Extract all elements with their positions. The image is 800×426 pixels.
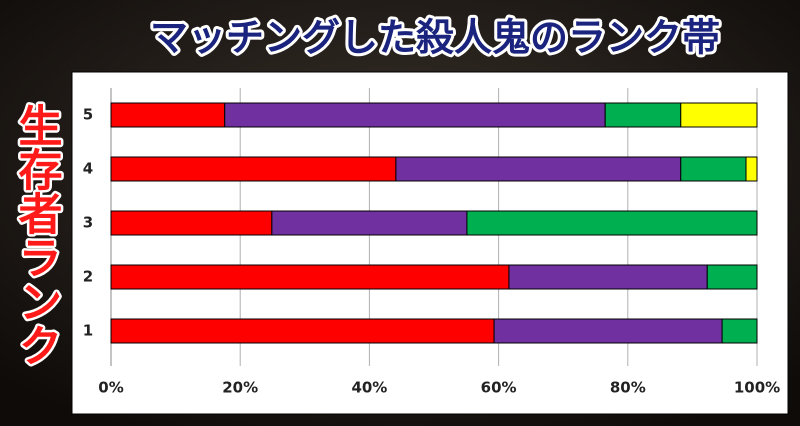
bar-segment [706,264,758,290]
bar-segment [224,102,606,128]
x-tick-label: 40% [351,379,387,397]
x-tick-label: 80% [610,379,646,397]
bar-segment [110,318,495,344]
y-tick-label: 4 [83,160,93,178]
y-tick-label: 5 [83,106,93,124]
bar-segment [493,318,723,344]
x-tick-label: 20% [222,379,258,397]
bar-segment [745,156,758,182]
bar-segment [110,102,226,128]
bar-segment [604,102,682,128]
bar-segment [508,264,708,290]
bar-segment [721,318,758,344]
bar-segment [110,210,273,236]
bar-segment [271,210,468,236]
x-tick-label: 60% [481,379,517,397]
bar-segment [680,156,747,182]
bar-segment [395,156,682,182]
bar-segment [680,102,758,128]
y-tick-label: 3 [83,214,93,232]
plot-panel [71,71,789,415]
x-tick-label: 100% [734,379,780,397]
bar-segment [466,210,758,236]
chart-title: マッチングした殺人鬼のランク帯 [150,16,720,60]
y-axis-label: 生存者ランク [11,103,63,367]
bar-segment [110,156,397,182]
y-tick-label: 2 [83,268,93,286]
y-tick-label: 1 [83,322,93,340]
bar-segment [110,264,510,290]
x-tick-label: 0% [98,379,123,397]
